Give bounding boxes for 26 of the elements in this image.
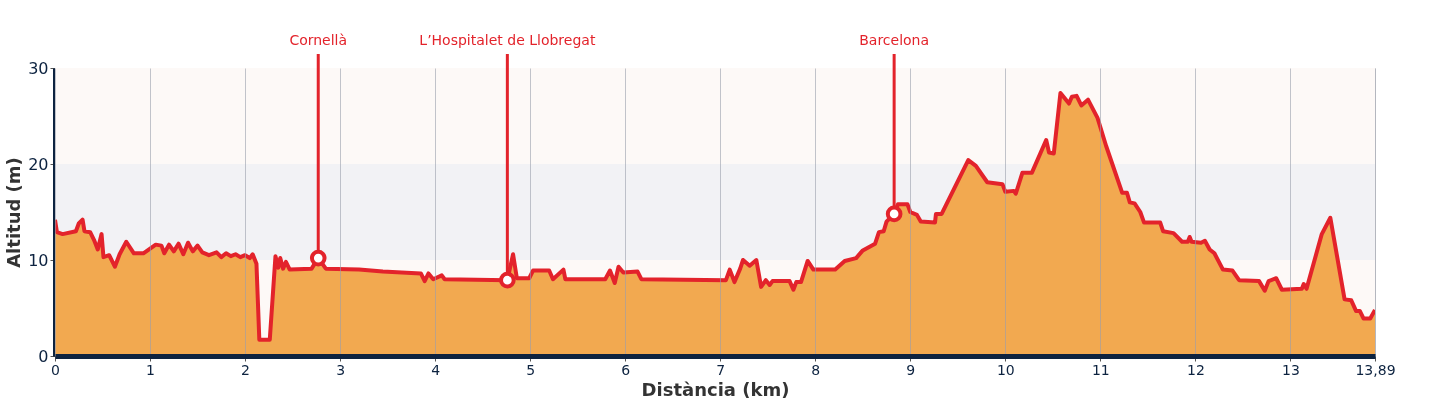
x-tick-label: 13,89 <box>1355 361 1396 378</box>
point <box>309 249 327 267</box>
x-tick-label: 4 <box>431 361 441 378</box>
x-tick-label: 6 <box>621 361 631 378</box>
x-tick-label: 0 <box>51 361 60 378</box>
y-axis-title: Altitud (m) <box>3 157 25 268</box>
x-tick-label: 9 <box>906 361 916 378</box>
annotation: Cornellà <box>289 32 348 48</box>
point <box>499 271 516 289</box>
x-tick-label: 13 <box>1282 361 1300 378</box>
annotation: Barcelona <box>859 32 930 48</box>
x-tick-label: 2 <box>241 361 251 378</box>
x-tick-label: 12 <box>1186 361 1205 378</box>
x-tick-label: 5 <box>526 361 536 378</box>
y-tick-label: 10 <box>28 250 49 270</box>
annotation: L’Hospitalet de Llobregat <box>419 32 596 48</box>
x-tick-label: 8 <box>811 361 821 378</box>
x-tick-label: 11 <box>1091 361 1110 378</box>
point <box>885 205 903 223</box>
x-tick-label: 3 <box>336 361 346 378</box>
x-axis-title: Distància (km) <box>641 378 790 400</box>
y-tick-label: 20 <box>28 154 49 174</box>
x-tick-label: 7 <box>716 361 726 378</box>
x-tick-label: 10 <box>996 361 1015 378</box>
x-tick-label: 1 <box>146 361 155 378</box>
y-tick-label: 30 <box>28 58 49 78</box>
